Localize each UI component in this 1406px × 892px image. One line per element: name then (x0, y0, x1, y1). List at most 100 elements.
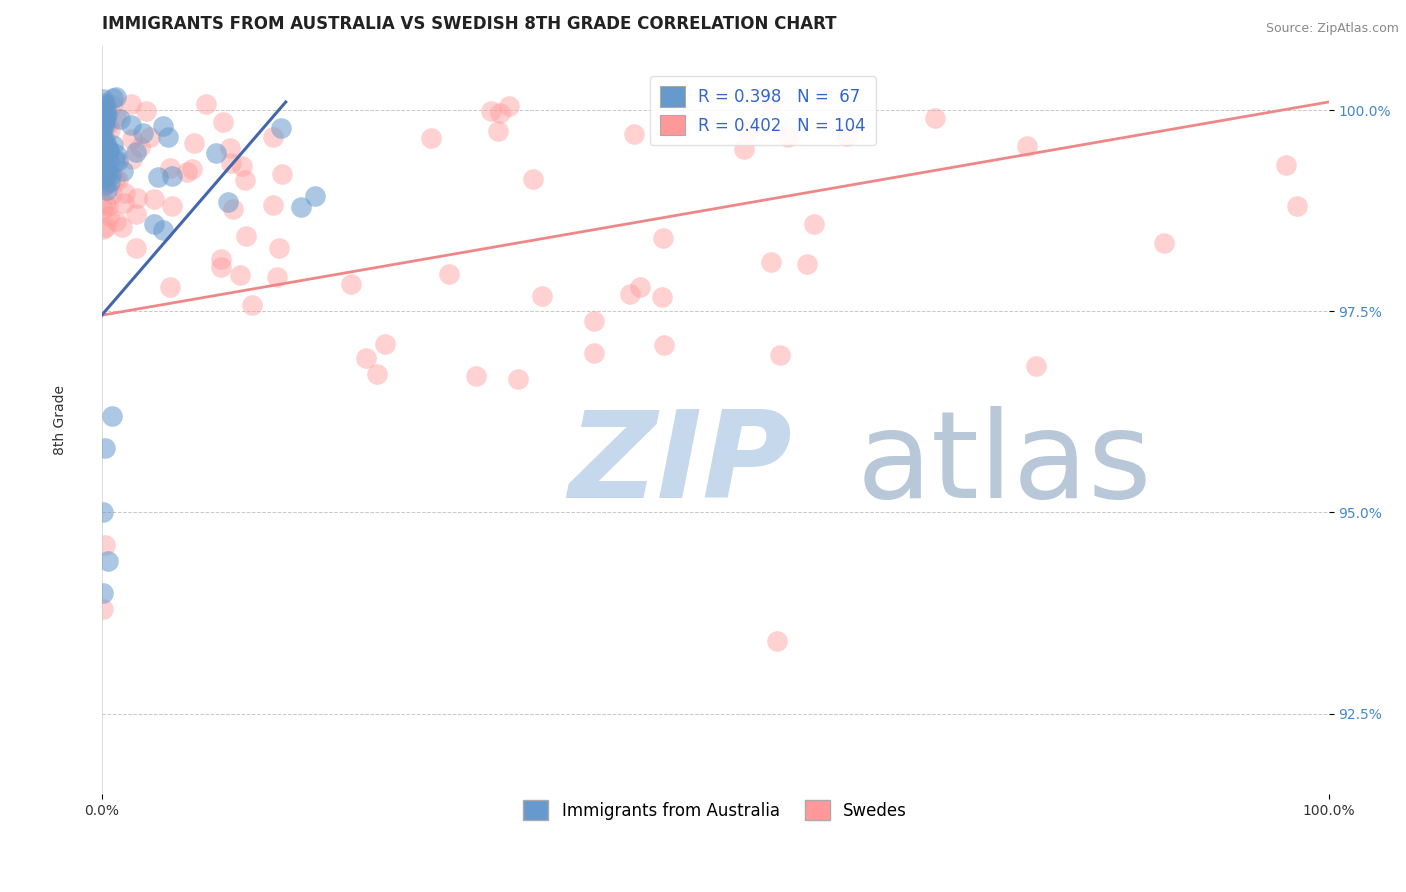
Point (94, 174, 117, 188)
Point (776, 129, 799, 144)
Point (91, 586, 114, 600)
Point (107, 154, 129, 169)
Point (159, 280, 181, 294)
Point (209, 260, 232, 274)
Point (486, 124, 509, 138)
Point (94, 109, 117, 123)
Point (98, 123, 121, 137)
Point (651, 290, 673, 304)
Text: ZIP: ZIP (568, 406, 792, 524)
Point (619, 287, 641, 301)
Point (304, 188, 326, 202)
Point (125, 241, 148, 255)
Point (530, 289, 553, 303)
Point (101, 98, 124, 112)
Point (94, 105, 117, 120)
Point (356, 351, 378, 366)
Point (93, 111, 115, 125)
Point (290, 200, 312, 214)
Point (96, 183, 118, 197)
Point (94, 144, 117, 158)
Point (217, 195, 239, 210)
Point (91, 92, 114, 106)
Point (121, 132, 143, 146)
Point (94, 152, 117, 166)
Point (91, 505, 114, 519)
Point (761, 95, 783, 110)
Point (803, 218, 825, 232)
Point (204, 146, 226, 161)
Point (110, 112, 132, 126)
Point (107, 173, 129, 187)
Point (97, 199, 120, 213)
Point (91, 136, 114, 151)
Point (97, 554, 120, 568)
Point (176, 165, 198, 179)
Point (219, 156, 242, 170)
Point (211, 115, 233, 129)
Point (209, 252, 232, 266)
Point (127, 191, 149, 205)
Point (98, 209, 121, 223)
Point (267, 241, 290, 255)
Point (125, 145, 148, 160)
Point (91, 602, 114, 616)
Point (180, 162, 202, 177)
Text: 8th Grade: 8th Grade (53, 384, 67, 455)
Point (152, 223, 174, 237)
Point (765, 634, 787, 648)
Point (100, 409, 122, 423)
Point (120, 118, 142, 132)
Point (103, 137, 125, 152)
Point (91, 133, 114, 147)
Point (96, 138, 118, 153)
Point (91, 114, 114, 128)
Point (366, 368, 388, 382)
Point (94, 170, 117, 185)
Point (91, 202, 114, 216)
Point (195, 97, 218, 112)
Point (105, 214, 128, 228)
Point (506, 372, 529, 386)
Point (628, 280, 651, 294)
Point (143, 217, 166, 231)
Point (101, 186, 124, 201)
Point (222, 202, 245, 217)
Point (98, 144, 121, 158)
Point (924, 112, 946, 126)
Point (94, 102, 117, 116)
Point (93, 197, 115, 211)
Point (129, 140, 152, 154)
Point (146, 169, 169, 184)
Point (1025, 359, 1047, 373)
Point (94, 538, 117, 552)
Point (489, 106, 512, 120)
Point (270, 121, 292, 136)
Point (465, 369, 488, 384)
Point (235, 228, 257, 243)
Point (98, 175, 121, 189)
Point (183, 136, 205, 151)
Point (652, 231, 675, 245)
Point (93, 119, 115, 133)
Point (231, 159, 253, 173)
Point (91, 122, 114, 136)
Point (374, 337, 396, 351)
Point (94, 220, 117, 235)
Point (135, 104, 157, 119)
Point (93, 178, 115, 193)
Point (233, 173, 256, 187)
Point (93, 154, 115, 169)
Point (91, 133, 114, 147)
Point (91, 167, 114, 181)
Point (93, 140, 115, 154)
Point (437, 267, 460, 281)
Point (91, 151, 114, 165)
Point (759, 254, 782, 268)
Point (114, 186, 136, 200)
Point (93, 95, 115, 110)
Point (94, 143, 117, 157)
Point (100, 168, 122, 182)
Point (93, 133, 115, 147)
Point (420, 130, 443, 145)
